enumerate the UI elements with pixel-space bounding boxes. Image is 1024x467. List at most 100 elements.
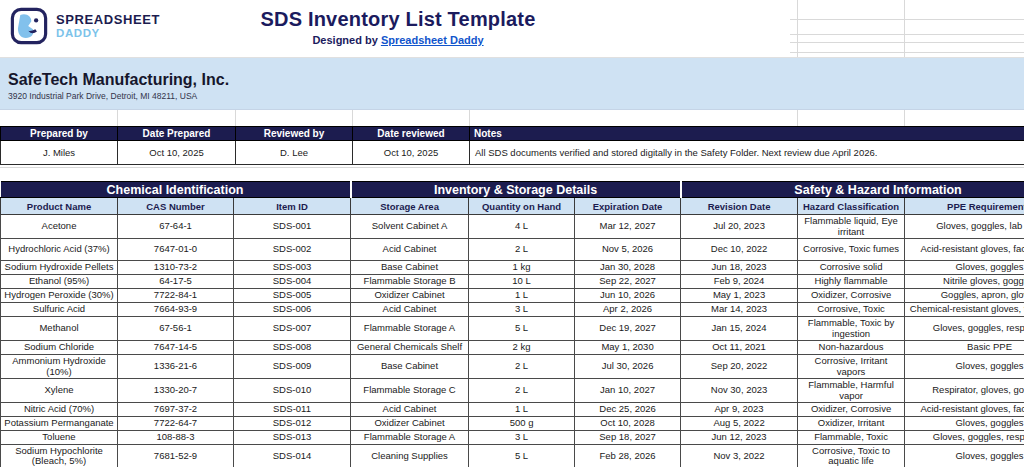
- cell-item-id[interactable]: SDS-014: [234, 444, 351, 467]
- cell-storage-area[interactable]: Oxidizer Cabinet: [351, 289, 469, 303]
- cell-ppe-requirements[interactable]: Gloves, goggles, respirator: [905, 431, 1024, 445]
- cell-revision-date[interactable]: Aug 5, 2022: [681, 417, 798, 431]
- cell-product-name[interactable]: Hydrochloric Acid (37%): [1, 239, 118, 261]
- cell-item-id[interactable]: SDS-005: [234, 289, 351, 303]
- cell-product-name[interactable]: Methanol: [1, 317, 118, 341]
- cell-revision-date[interactable]: Jul 20, 2023: [681, 215, 798, 239]
- group-header-cell[interactable]: Inventory & Storage Details: [351, 182, 681, 198]
- cell-storage-area[interactable]: Cleaning Supplies: [351, 444, 469, 467]
- cell-expiration-date[interactable]: May 1, 2030: [575, 341, 681, 355]
- meta-value-cell[interactable]: Oct 10, 2025: [118, 141, 236, 165]
- cell-storage-area[interactable]: Flammable Storage B: [351, 275, 469, 289]
- cell-storage-area[interactable]: Flammable Storage A: [351, 431, 469, 445]
- meta-header-cell[interactable]: Date reviewed: [353, 127, 470, 141]
- cell-cas-number[interactable]: 1336-21-6: [118, 355, 234, 379]
- column-header-product-name[interactable]: Product Name: [1, 198, 118, 215]
- cell-cas-number[interactable]: 67-64-1: [118, 215, 234, 239]
- cell-product-name[interactable]: Acetone: [1, 215, 118, 239]
- cell-item-id[interactable]: SDS-012: [234, 417, 351, 431]
- cell-hazard-classification[interactable]: Flammable, Harmful vapor: [798, 379, 905, 403]
- cell-hazard-classification[interactable]: Flammable, Toxic: [798, 431, 905, 445]
- cell-quantity[interactable]: 2 kg: [469, 341, 575, 355]
- cell-cas-number[interactable]: 1310-73-2: [118, 261, 234, 275]
- meta-header-cell[interactable]: Notes: [470, 127, 1024, 141]
- meta-header-cell[interactable]: Date Prepared: [118, 127, 236, 141]
- cell-item-id[interactable]: SDS-003: [234, 261, 351, 275]
- cell-product-name[interactable]: Potassium Permanganate: [1, 417, 118, 431]
- cell-product-name[interactable]: Sodium Chloride: [1, 341, 118, 355]
- cell-item-id[interactable]: SDS-013: [234, 431, 351, 445]
- cell-ppe-requirements[interactable]: Nitrile gloves, goggles: [905, 275, 1024, 289]
- cell-revision-date[interactable]: Feb 9, 2024: [681, 275, 798, 289]
- cell-ppe-requirements[interactable]: Gloves, goggles: [905, 444, 1024, 467]
- cell-expiration-date[interactable]: Jun 10, 2026: [575, 289, 681, 303]
- cell-item-id[interactable]: SDS-008: [234, 341, 351, 355]
- cell-revision-date[interactable]: Nov 30, 2023: [681, 379, 798, 403]
- meta-value-cell[interactable]: D. Lee: [236, 141, 353, 165]
- cell-quantity[interactable]: 5 L: [469, 317, 575, 341]
- cell-cas-number[interactable]: 7681-52-9: [118, 444, 234, 467]
- cell-product-name[interactable]: Sodium Hydroxide Pellets: [1, 261, 118, 275]
- cell-product-name[interactable]: Sulfuric Acid: [1, 303, 118, 317]
- cell-storage-area[interactable]: Flammable Storage A: [351, 317, 469, 341]
- cell-item-id[interactable]: SDS-007: [234, 317, 351, 341]
- cell-storage-area[interactable]: Flammable Storage C: [351, 379, 469, 403]
- cell-item-id[interactable]: SDS-006: [234, 303, 351, 317]
- column-header-storage-area[interactable]: Storage Area: [351, 198, 469, 215]
- cell-expiration-date[interactable]: Mar 12, 2027: [575, 215, 681, 239]
- cell-ppe-requirements[interactable]: Acid-resistant gloves, face shield: [905, 403, 1024, 417]
- cell-quantity[interactable]: 3 L: [469, 303, 575, 317]
- cell-expiration-date[interactable]: Nov 5, 2026: [575, 239, 681, 261]
- cell-expiration-date[interactable]: Jan 10, 2027: [575, 379, 681, 403]
- cell-ppe-requirements[interactable]: Goggles, apron, gloves: [905, 289, 1024, 303]
- cell-ppe-requirements[interactable]: Gloves, goggles, respirator: [905, 317, 1024, 341]
- cell-cas-number[interactable]: 7647-14-5: [118, 341, 234, 355]
- column-header-item-id[interactable]: Item ID: [234, 198, 351, 215]
- cell-item-id[interactable]: SDS-010: [234, 379, 351, 403]
- cell-revision-date[interactable]: Oct 11, 2021: [681, 341, 798, 355]
- cell-product-name[interactable]: Ammonium Hydroxide (10%): [1, 355, 118, 379]
- cell-expiration-date[interactable]: Apr 2, 2026: [575, 303, 681, 317]
- cell-expiration-date[interactable]: Oct 10, 2028: [575, 417, 681, 431]
- cell-product-name[interactable]: Toluene: [1, 431, 118, 445]
- cell-storage-area[interactable]: Base Cabinet: [351, 355, 469, 379]
- cell-quantity[interactable]: 2 L: [469, 379, 575, 403]
- cell-storage-area[interactable]: Base Cabinet: [351, 261, 469, 275]
- cell-cas-number[interactable]: 7647-01-0: [118, 239, 234, 261]
- cell-item-id[interactable]: SDS-011: [234, 403, 351, 417]
- cell-expiration-date[interactable]: Dec 25, 2026: [575, 403, 681, 417]
- spreadsheet-daddy-link[interactable]: Spreadsheet Daddy: [381, 34, 484, 46]
- cell-hazard-classification[interactable]: Corrosive, Toxic fumes: [798, 239, 905, 261]
- cell-ppe-requirements[interactable]: Gloves, goggles: [905, 355, 1024, 379]
- cell-revision-date[interactable]: Jun 12, 2023: [681, 431, 798, 445]
- cell-ppe-requirements[interactable]: Gloves, goggles, lab coat: [905, 215, 1024, 239]
- cell-item-id[interactable]: SDS-004: [234, 275, 351, 289]
- cell-product-name[interactable]: Sodium Hypochlorite (Bleach, 5%): [1, 444, 118, 467]
- column-header-hazard-classification[interactable]: Hazard Classification: [798, 198, 905, 215]
- cell-cas-number[interactable]: 7722-64-7: [118, 417, 234, 431]
- cell-ppe-requirements[interactable]: Respirator, gloves, goggles: [905, 379, 1024, 403]
- cell-storage-area[interactable]: Acid Cabinet: [351, 239, 469, 261]
- cell-hazard-classification[interactable]: Oxidizer, Corrosive: [798, 403, 905, 417]
- meta-header-cell[interactable]: Prepared by: [1, 127, 118, 141]
- meta-header-cell[interactable]: Reviewed by: [236, 127, 353, 141]
- cell-revision-date[interactable]: May 1, 2023: [681, 289, 798, 303]
- cell-quantity[interactable]: 2 L: [469, 355, 575, 379]
- cell-expiration-date[interactable]: Sep 18, 2027: [575, 431, 681, 445]
- cell-ppe-requirements[interactable]: Basic PPE: [905, 341, 1024, 355]
- cell-hazard-classification[interactable]: Corrosive, Toxic to aquatic life: [798, 444, 905, 467]
- cell-quantity[interactable]: 1 kg: [469, 261, 575, 275]
- cell-storage-area[interactable]: Acid Cabinet: [351, 303, 469, 317]
- meta-value-cell[interactable]: All SDS documents verified and stored di…: [470, 141, 1024, 165]
- cell-ppe-requirements[interactable]: Chemical-resistant gloves, face shield: [905, 303, 1024, 317]
- cell-quantity[interactable]: 2 L: [469, 239, 575, 261]
- cell-cas-number[interactable]: 7722-84-1: [118, 289, 234, 303]
- cell-revision-date[interactable]: Dec 10, 2022: [681, 239, 798, 261]
- cell-quantity[interactable]: 4 L: [469, 215, 575, 239]
- cell-quantity[interactable]: 3 L: [469, 431, 575, 445]
- cell-hazard-classification[interactable]: Corrosive, Irritant vapors: [798, 355, 905, 379]
- column-header-expiration-date[interactable]: Expiration Date: [575, 198, 681, 215]
- meta-value-cell[interactable]: J. Miles: [1, 141, 118, 165]
- cell-hazard-classification[interactable]: Corrosive, Toxic: [798, 303, 905, 317]
- cell-revision-date[interactable]: Sep 20, 2022: [681, 355, 798, 379]
